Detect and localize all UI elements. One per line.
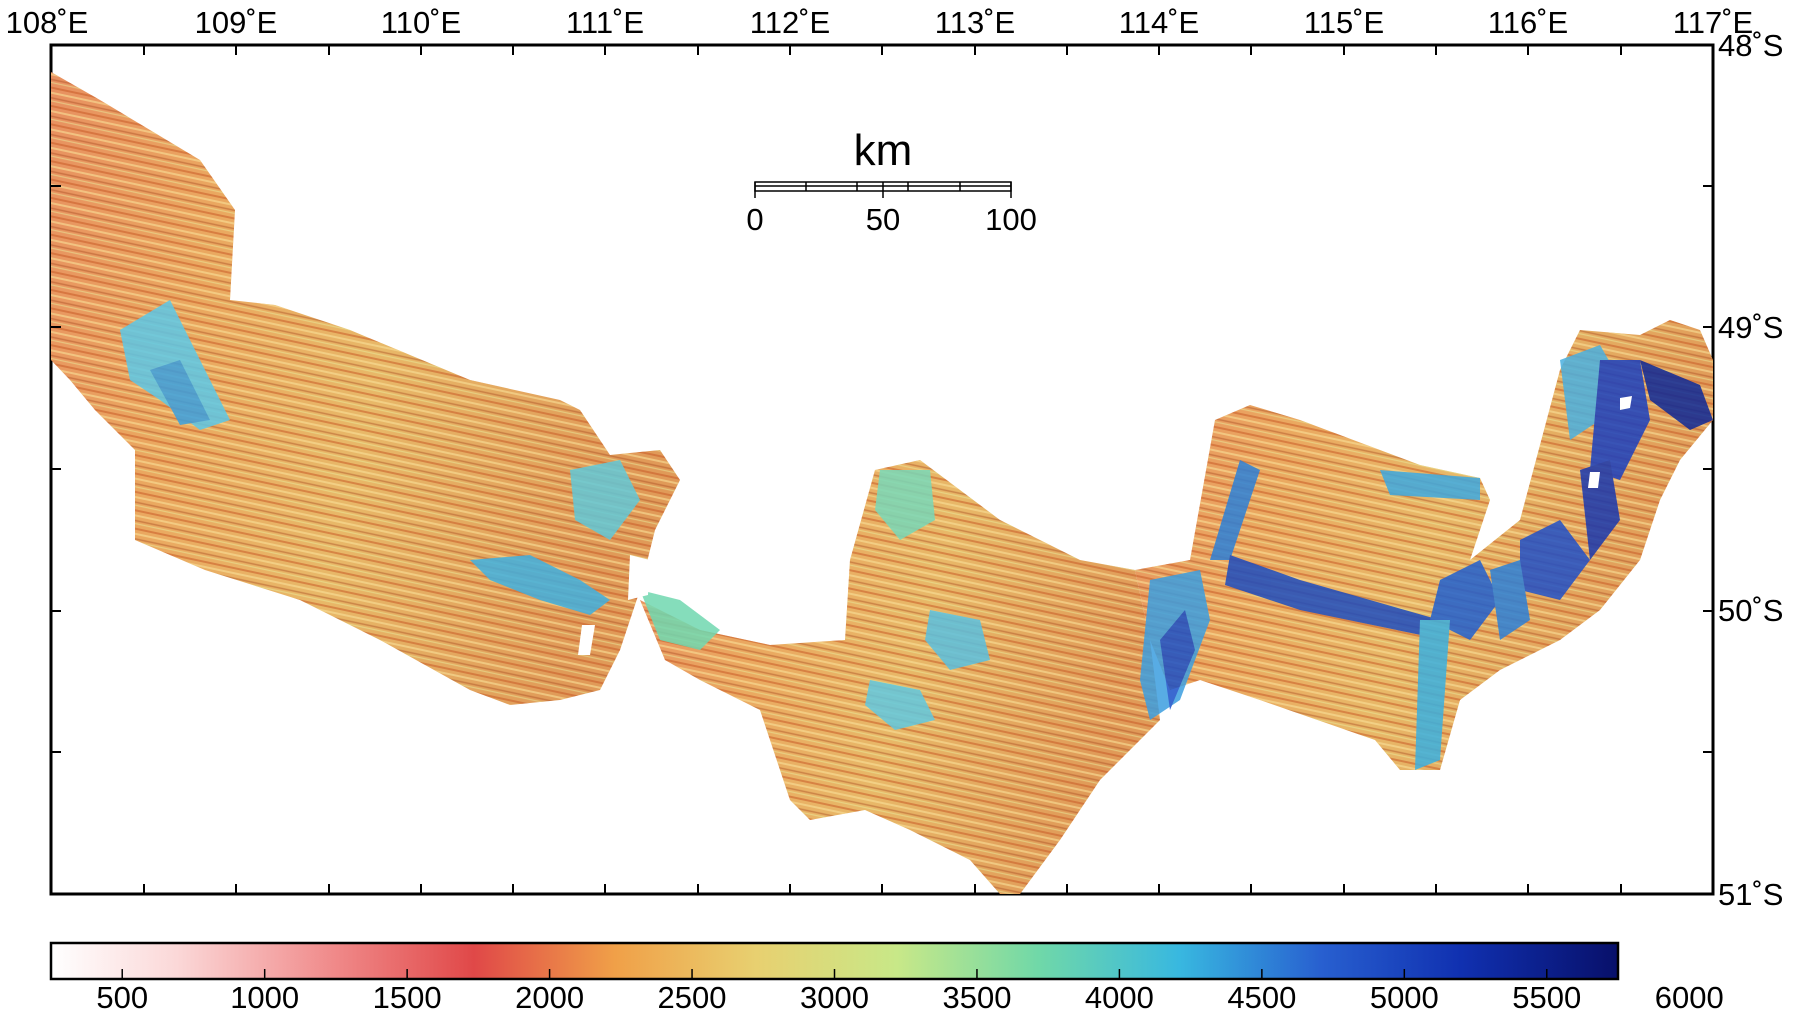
colorbar-tick-label: 3000 [800,980,869,1011]
scale-bar-tick-label: 100 [985,202,1037,237]
lon-label: 117˚E [1673,5,1753,40]
lon-label: 109˚E [195,5,278,40]
colorbar-tick-label: 6000 [1655,980,1724,1011]
lon-label: 115˚E [1304,5,1384,40]
deep-features [120,300,1713,770]
lon-label: 108˚E [6,5,89,40]
colorbar-tick-label: 5000 [1370,980,1439,1011]
colorbar-tick-label: 1000 [230,980,299,1011]
colorbar-tick-label: 2500 [658,980,727,1011]
scale-bar-tick-label: 0 [746,202,763,237]
colorbar-tick-label: 4000 [1085,980,1154,1011]
longitude-labels: 108˚E 109˚E 110˚E 111˚E 112˚E 113˚E 114˚… [6,5,1754,40]
lat-label: 50˚S [1718,593,1783,628]
colorbar-tick-label: 4500 [1227,980,1296,1011]
lon-label: 112˚E [750,5,830,40]
lon-label: 111˚E [566,5,644,40]
lat-label: 49˚S [1718,310,1783,345]
lon-label: 114˚E [1119,5,1199,40]
lon-label: 110˚E [381,5,461,40]
lat-label: 51˚S [1718,877,1783,912]
colorbar-tick-label: 5500 [1512,980,1581,1011]
colorbar-tick-label: 3500 [942,980,1011,1011]
scale-bar-unit: km [854,126,913,175]
scale-bar-tick-label: 50 [866,202,900,237]
bathymetry-swaths [51,72,1713,894]
colorbar: 500 1000 1500 2000 2500 3000 3500 4000 4500 5000 5… [49,941,1724,1011]
lat-label: 48˚S [1718,28,1783,63]
lon-label: 113˚E [935,5,1015,40]
colorbar-tick-label: 2000 [515,980,584,1011]
scale-bar: km 0 50 100 [746,126,1036,237]
colorbar-tick-label: 1500 [373,980,442,1011]
lon-label: 116˚E [1488,5,1568,40]
latitude-labels: 48˚S 49˚S 50˚S 51˚S [1718,28,1783,912]
frame-ticks [51,45,1713,894]
colorbar-tick-label: 500 [96,980,148,1011]
